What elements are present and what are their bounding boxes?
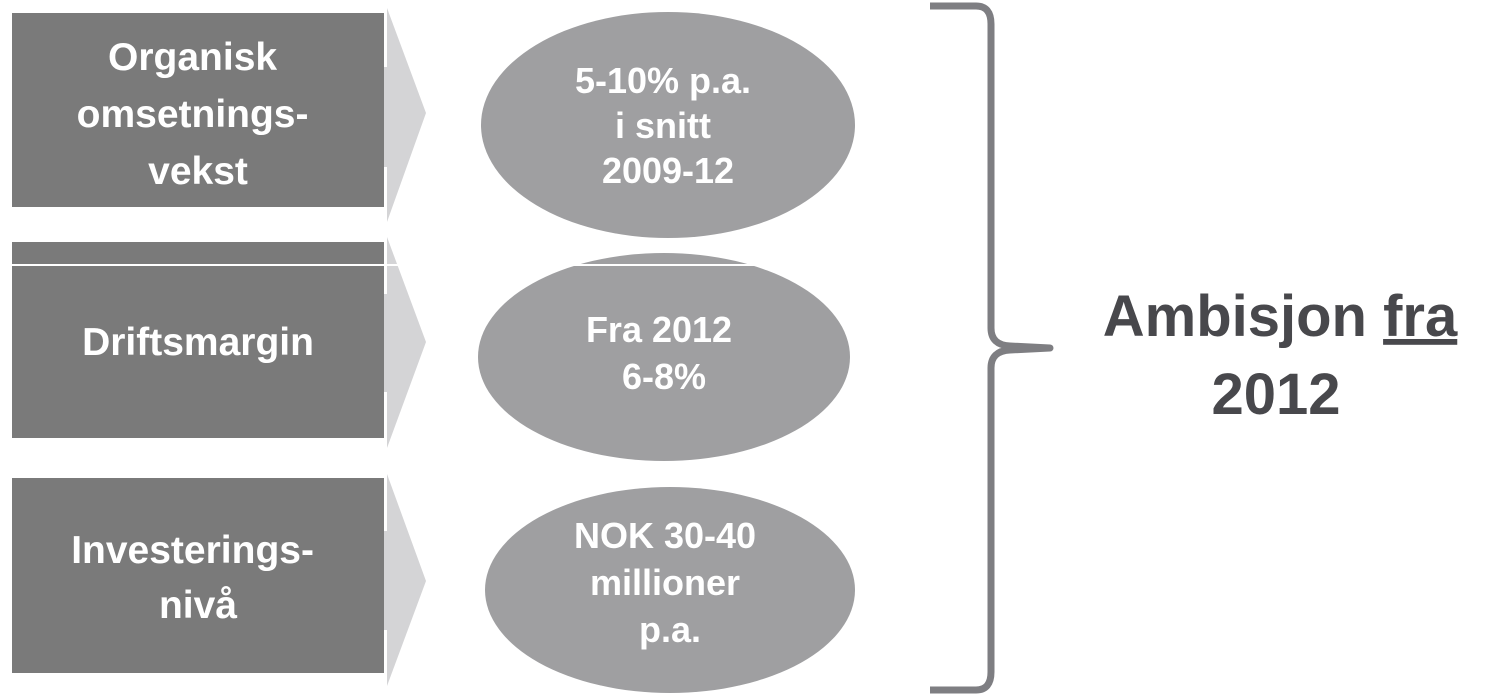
row-3-label-box — [12, 478, 384, 673]
row-2-label: Driftsmargin — [82, 321, 314, 364]
row-3-arrow — [362, 474, 426, 686]
row-1-target-ellipse — [481, 12, 855, 238]
curly-brace — [930, 2, 1054, 694]
row-1-label-box — [12, 13, 384, 207]
ambition-line-1-prefix: Ambisjon — [1103, 284, 1383, 349]
row-1-label-line-1: Organisk — [108, 36, 277, 79]
row-3-label-line-1: Investerings- — [71, 529, 314, 572]
row-2-arrow — [362, 237, 426, 448]
row-operating-margin: Driftsmargin Fra 2012 6-8% — [12, 237, 850, 461]
ambition-line-1-underlined: fra — [1383, 284, 1458, 349]
row-1-label-line-2: omsetnings- — [77, 93, 309, 136]
row-3-target-ellipse — [485, 487, 855, 693]
row-1-label-line-3: vekst — [148, 150, 248, 193]
row-3-target-line-3: p.a. — [639, 609, 701, 650]
row-1-target-line-1: 5-10% p.a. — [575, 60, 751, 101]
row-3-label: Investerings- nivå — [71, 529, 325, 627]
row-1-target-line-2: i snitt — [615, 105, 711, 146]
row-2-target: Fra 2012 6-8% — [586, 309, 742, 397]
row-2-label-line-1: Driftsmargin — [82, 321, 314, 364]
row-2-target-line-2: 6-8% — [622, 356, 706, 397]
row-1-target: 5-10% p.a. i snitt 2009-12 — [575, 60, 761, 191]
ambition-line-1: Ambisjon fra — [1103, 284, 1458, 349]
row-2-label-box — [12, 242, 384, 438]
row-organic-growth: Organisk omsetnings- vekst 5-10% p.a. i … — [12, 8, 855, 238]
row-2-target-line-1: Fra 2012 — [586, 309, 732, 350]
row-1-target-line-3: 2009-12 — [602, 150, 734, 191]
row-3-label-line-2: nivå — [159, 584, 237, 627]
ambition-line-2: 2012 — [1211, 362, 1340, 427]
row-1-label: Organisk omsetnings- vekst — [77, 36, 320, 193]
separator-line — [0, 264, 1020, 266]
row-2-target-ellipse — [478, 253, 850, 461]
row-1-arrow — [362, 8, 426, 222]
row-3-target: NOK 30-40 millioner p.a. — [574, 515, 766, 650]
ambition-heading: Ambisjon fra 2012 — [1103, 284, 1458, 427]
row-3-target-line-1: NOK 30-40 — [574, 515, 756, 556]
row-3-target-line-2: millioner — [590, 562, 740, 603]
row-investment-level: Investerings- nivå NOK 30-40 millioner p… — [12, 474, 855, 693]
